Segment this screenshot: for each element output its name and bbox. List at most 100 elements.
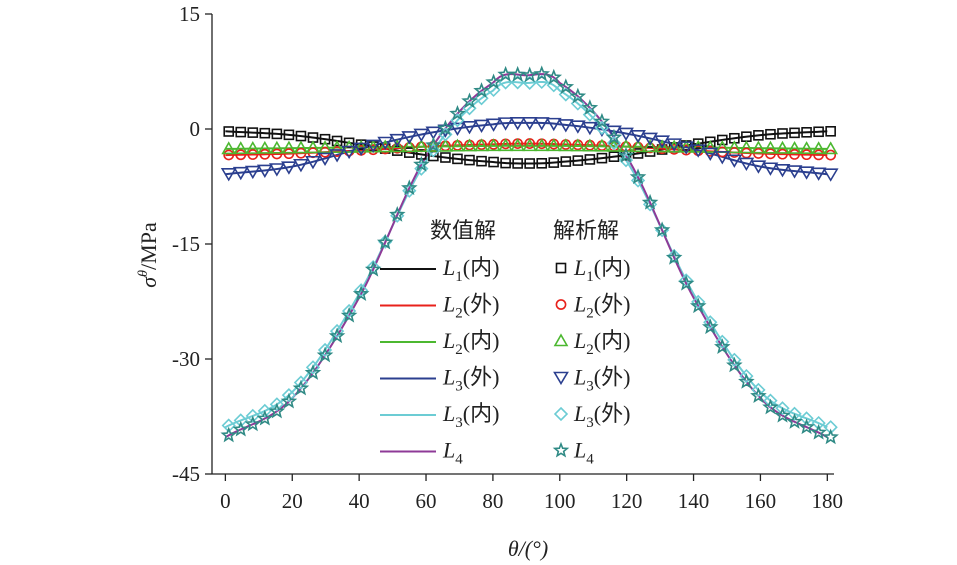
y-tick-label: -45 <box>172 462 200 486</box>
marker-square <box>801 127 812 138</box>
marker-triangle-up <box>787 140 802 154</box>
marker-star <box>364 260 382 277</box>
y-axis-label: σθ/MPa <box>136 222 161 288</box>
marker-triangle-down <box>401 131 418 145</box>
marker-triangle-up <box>401 139 417 153</box>
marker-square <box>572 155 584 166</box>
marker-diamond <box>618 153 634 168</box>
marker-triangle-down <box>281 161 297 175</box>
marker-triangle-down <box>557 119 574 133</box>
marker-triangle-up <box>498 138 513 152</box>
marker-square <box>813 126 824 138</box>
marker-star <box>774 406 791 423</box>
legend-header-analytical: 解析解 <box>553 219 619 244</box>
marker-square <box>596 152 608 164</box>
marker-square <box>223 126 235 137</box>
marker-star <box>738 373 755 389</box>
marker-diamond <box>257 403 272 419</box>
x-tick-label: 60 <box>416 489 437 513</box>
marker-triangle-up <box>233 141 249 155</box>
marker-triangle-down <box>726 154 743 168</box>
marker-triangle-up <box>317 140 333 154</box>
marker-diamond <box>305 360 321 375</box>
marker-star <box>437 119 454 136</box>
marker-square <box>789 127 800 139</box>
marker-diamond <box>823 420 838 435</box>
marker-triangle-down <box>413 128 430 143</box>
marker-triangle-up <box>775 140 790 154</box>
marker-triangle-down <box>714 151 731 165</box>
marker-triangle-down <box>353 142 370 157</box>
series-line-5 <box>224 73 828 439</box>
marker-star <box>533 65 551 82</box>
legend-label-analytical-5: L4 <box>573 438 594 468</box>
marker-triangle-up <box>582 138 598 152</box>
marker-triangle-down <box>425 126 442 140</box>
marker-square <box>777 128 788 139</box>
marker-star <box>461 92 478 109</box>
marker-triangle-up <box>594 138 610 152</box>
marker-square <box>692 138 704 149</box>
x-axis-label: θ/(°) <box>508 536 548 561</box>
marker-triangle-down <box>606 125 622 139</box>
marker-star <box>665 248 683 265</box>
marker-diamond <box>281 388 297 403</box>
marker-triangle-down <box>329 149 345 163</box>
marker-square <box>283 129 295 141</box>
marker-star <box>232 420 250 437</box>
marker-square <box>464 154 475 166</box>
marker-star <box>521 66 538 83</box>
marker-square <box>476 155 487 167</box>
marker-star <box>256 409 274 426</box>
x-tick-label: 120 <box>611 489 643 513</box>
legend: 数值解 解析解 L1(内) L1(内) L2(外) L2(外) L2(内) L2(内) L3(外… <box>380 219 630 468</box>
marker-star <box>629 168 647 185</box>
marker-square <box>259 127 271 139</box>
marker-triangle-up <box>763 140 778 154</box>
axis-ticks: 0 20 40 60 80 100 120 140 160 180 15 0 -15 -30 -45 <box>172 2 843 513</box>
marker-circle <box>259 148 271 160</box>
marker-square <box>717 134 728 146</box>
marker-triangle-down <box>642 132 658 146</box>
marker-star <box>473 82 490 98</box>
marker-triangle-down <box>690 144 707 158</box>
marker-circle <box>825 149 837 161</box>
legend-label-numerical-4: L3(内) <box>442 401 499 431</box>
marker-diamond <box>787 406 802 421</box>
x-tick-label: 80 <box>482 489 503 513</box>
marker-star <box>376 233 394 250</box>
marker-triangle-up <box>690 139 706 153</box>
marker-triangle-up <box>389 139 405 153</box>
marker-star <box>280 392 298 409</box>
marker-triangle-up <box>269 140 285 154</box>
marker-star <box>701 318 719 335</box>
marker-triangle-down <box>220 168 237 182</box>
marker-square <box>235 126 247 138</box>
marker-diamond <box>775 401 790 416</box>
marker-triangle-up <box>293 140 309 154</box>
legend-label-numerical-3: L3(外) <box>442 365 499 395</box>
marker-circle <box>235 149 247 161</box>
marker-triangle-up <box>510 138 526 152</box>
marker-triangle-up <box>486 138 501 152</box>
marker-triangle-up <box>462 138 477 152</box>
marker-diamond <box>811 415 826 431</box>
marker-star <box>401 179 418 196</box>
marker-circle <box>223 149 235 161</box>
marker-star <box>316 346 334 363</box>
marker-triangle-down <box>822 168 839 182</box>
marker-diamond <box>715 334 730 349</box>
marker-square <box>632 148 644 159</box>
marker-circle <box>283 148 295 160</box>
legend-label-numerical-0: L1(内) <box>442 255 499 285</box>
marker-triangle-up <box>413 139 429 152</box>
marker-star <box>485 73 502 90</box>
marker-diamond <box>245 408 260 424</box>
marker-star <box>714 338 731 354</box>
marker-circle <box>789 149 800 160</box>
marker-triangle-up <box>281 140 297 154</box>
marker-triangle-up <box>553 333 569 347</box>
marker-star <box>786 413 803 429</box>
marker-triangle-down <box>293 158 309 173</box>
